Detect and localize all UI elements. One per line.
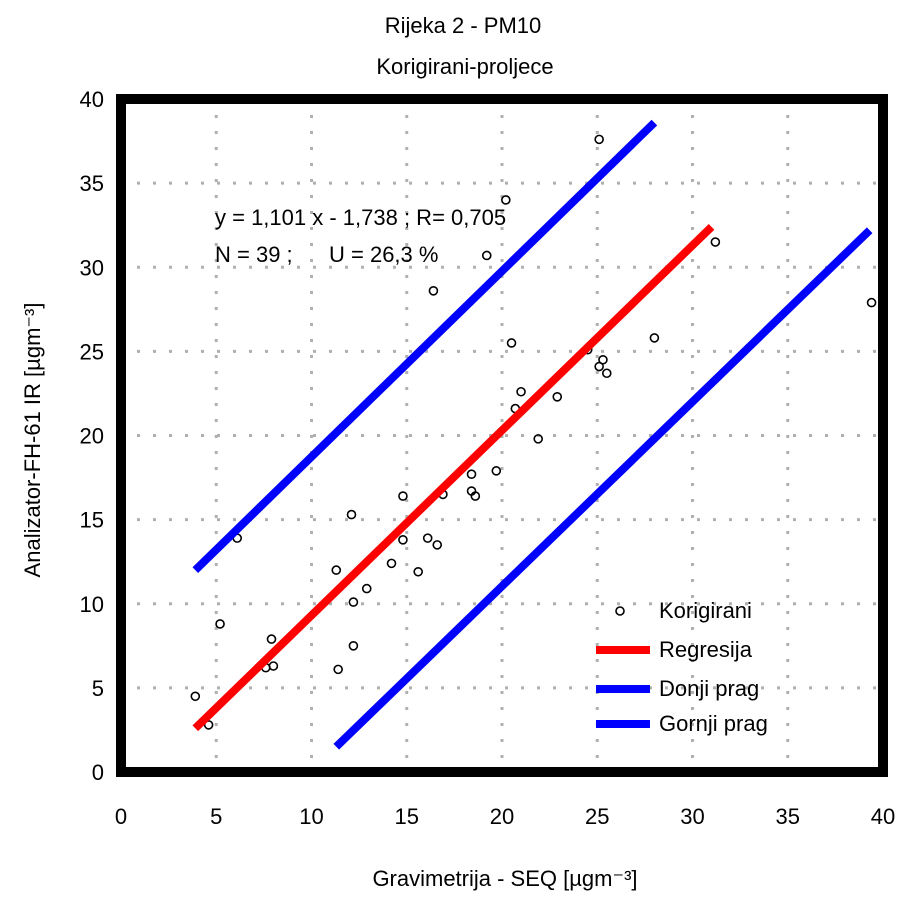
x-tick-label: 20: [490, 804, 514, 829]
data-point: [428, 286, 439, 296]
legend-label-korigirani: Korigirani: [659, 598, 752, 623]
data-point: [268, 661, 279, 671]
x-tick-label: 35: [776, 804, 800, 829]
sample-count: N = 39 ;: [215, 242, 293, 267]
legend: Korigirani Regresija Donji prag Gornji p…: [596, 598, 768, 736]
data-point: [348, 597, 359, 607]
x-tick-labels: 0 5 10 15 20 25 30 35 40: [115, 804, 895, 829]
data-point: [398, 535, 408, 545]
y-tick-label: 35: [80, 171, 104, 196]
x-tick-label: 5: [210, 804, 222, 829]
data-point: [866, 297, 877, 308]
plot-frame: [116, 94, 888, 777]
data-point: [266, 634, 277, 644]
chart-subtitle: Korigirani-proljece: [376, 54, 553, 79]
x-tick-label: 15: [395, 804, 419, 829]
data-point: [413, 566, 423, 577]
data-point: [594, 134, 604, 145]
data-point: [333, 664, 343, 675]
data-point: [386, 558, 397, 569]
y-tick-label: 30: [80, 255, 104, 280]
legend-label-gornji-prag: Gornji prag: [659, 711, 768, 736]
uncertainty-value: U = 26,3 %: [329, 242, 438, 267]
plot-marks: [190, 119, 877, 750]
gornji-prag-line: [333, 227, 873, 750]
y-tick-label: 40: [80, 87, 104, 112]
data-point: [203, 720, 214, 730]
data-point: [481, 250, 492, 261]
data-point: [331, 565, 342, 575]
y-tick-label: 20: [80, 424, 104, 449]
x-tick-label: 30: [680, 804, 704, 829]
y-tick-labels: 0 5 10 15 20 25 30 35 40: [80, 87, 104, 785]
data-point: [649, 333, 660, 343]
data-point: [506, 338, 517, 348]
data-point: [432, 540, 443, 550]
legend-label-donji-prag: Donji prag: [659, 676, 759, 701]
data-point: [346, 509, 357, 520]
data-point: [470, 491, 481, 501]
y-tick-label: 10: [80, 592, 104, 617]
data-point: [348, 641, 359, 651]
data-point: [491, 466, 502, 476]
y-tick-label: 5: [92, 676, 104, 701]
data-point: [501, 195, 511, 205]
data-point: [361, 583, 372, 594]
regression-equation: y = 1,101 x - 1,738 ; R= 0,705: [215, 205, 506, 230]
data-point: [710, 237, 721, 247]
legend-marker-korigirani: [615, 606, 625, 616]
x-tick-label: 0: [115, 804, 127, 829]
y-axis-label: Analizator-FH-61 IR [µgm⁻³]: [20, 303, 45, 578]
y-tick-label: 25: [80, 339, 104, 364]
data-point: [516, 386, 526, 397]
legend-label-regresija: Regresija: [659, 637, 753, 662]
data-point: [190, 691, 201, 702]
data-point: [533, 434, 543, 444]
data-point: [466, 469, 477, 479]
x-tick-label: 25: [585, 804, 609, 829]
x-tick-label: 10: [299, 804, 323, 829]
data-point: [215, 619, 225, 629]
data-point: [398, 491, 408, 501]
donji-prag-line: [192, 119, 658, 573]
y-tick-label: 0: [92, 760, 104, 785]
y-tick-label: 15: [80, 508, 104, 533]
grid: [121, 99, 883, 772]
data-point: [552, 392, 563, 402]
data-point: [422, 533, 433, 543]
x-axis-label: Gravimetrija - SEQ [µgm⁻³]: [372, 866, 637, 891]
chart-title: Rijeka 2 - PM10: [385, 13, 542, 38]
x-tick-label: 40: [871, 804, 895, 829]
data-point: [598, 354, 608, 365]
regresija-line: [192, 224, 715, 732]
data-point: [601, 368, 612, 379]
